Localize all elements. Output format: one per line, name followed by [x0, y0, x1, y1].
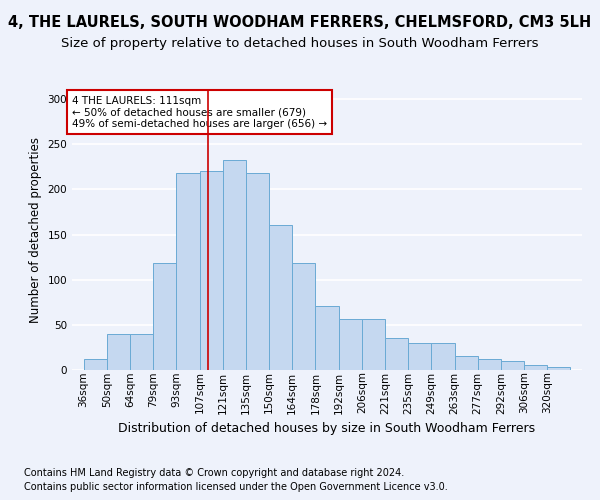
Bar: [316, 306, 338, 370]
Text: Contains public sector information licensed under the Open Government Licence v3: Contains public sector information licen…: [24, 482, 448, 492]
Text: Size of property relative to detached houses in South Woodham Ferrers: Size of property relative to detached ho…: [61, 38, 539, 51]
X-axis label: Distribution of detached houses by size in South Woodham Ferrers: Distribution of detached houses by size …: [118, 422, 536, 435]
Bar: [408, 343, 431, 370]
Bar: [176, 173, 199, 370]
Bar: [199, 172, 223, 370]
Text: 4 THE LAURELS: 111sqm
← 50% of detached houses are smaller (679)
49% of semi-det: 4 THE LAURELS: 111sqm ← 50% of detached …: [72, 96, 327, 129]
Bar: [547, 368, 571, 370]
Text: Contains HM Land Registry data © Crown copyright and database right 2024.: Contains HM Land Registry data © Crown c…: [24, 468, 404, 477]
Bar: [385, 338, 408, 370]
Bar: [223, 160, 246, 370]
Text: 4, THE LAURELS, SOUTH WOODHAM FERRERS, CHELMSFORD, CM3 5LH: 4, THE LAURELS, SOUTH WOODHAM FERRERS, C…: [8, 15, 592, 30]
Y-axis label: Number of detached properties: Number of detached properties: [29, 137, 42, 323]
Bar: [269, 226, 292, 370]
Bar: [107, 334, 130, 370]
Bar: [246, 173, 269, 370]
Bar: [362, 318, 385, 370]
Bar: [292, 262, 316, 370]
Bar: [153, 262, 176, 370]
Bar: [524, 366, 547, 370]
Bar: [478, 359, 501, 370]
Bar: [501, 361, 524, 370]
Bar: [431, 343, 455, 370]
Bar: [338, 318, 362, 370]
Bar: [455, 356, 478, 370]
Bar: [130, 334, 153, 370]
Bar: [83, 359, 107, 370]
